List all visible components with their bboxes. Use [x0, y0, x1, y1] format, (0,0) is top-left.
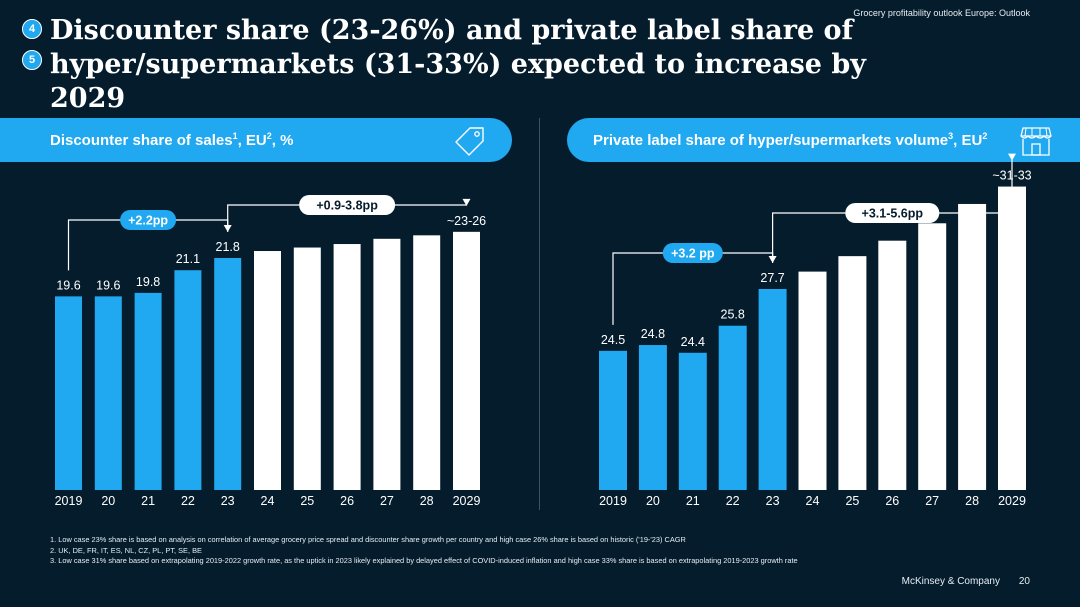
annotation-label-1: +3.1-5.6pp — [862, 207, 924, 221]
arrowhead-1 — [1008, 153, 1016, 161]
bar-22 — [718, 325, 747, 490]
bar-21 — [678, 352, 707, 490]
panel-header-private-label: Private label share of hyper/supermarket… — [567, 118, 1080, 162]
data-label-20: 19.6 — [96, 278, 120, 292]
x-tick-26: 26 — [885, 494, 899, 508]
x-tick-2019: 2019 — [599, 494, 627, 508]
panel-header-discounter: Discounter share of sales1, EU2, % — [0, 118, 512, 162]
bar-25 — [838, 256, 867, 490]
panel-title-discounter: Discounter share of sales1, EU2, % — [50, 131, 294, 149]
panel-divider — [539, 118, 540, 510]
bar-27 — [918, 223, 947, 490]
annotation-label-1: +0.9-3.8pp — [316, 199, 378, 213]
bracket-0 — [612, 252, 774, 325]
data-label-20: 24.8 — [641, 327, 665, 341]
data-label-21: 19.8 — [136, 275, 160, 289]
data-label-2019: 24.5 — [601, 333, 625, 347]
bar-23 — [214, 258, 242, 490]
annotation-pill-1 — [299, 195, 396, 215]
bar-23 — [758, 289, 787, 490]
bar-25 — [293, 247, 321, 490]
x-tick-25: 25 — [300, 494, 314, 508]
x-tick-21: 21 — [141, 494, 155, 508]
x-tick-20: 20 — [101, 494, 115, 508]
x-tick-24: 24 — [261, 494, 275, 508]
x-tick-28: 28 — [420, 494, 434, 508]
page-title: Discounter share (23-26%) and private la… — [50, 14, 950, 116]
bar-20 — [94, 296, 122, 490]
data-label-2019: 19.6 — [56, 278, 80, 292]
x-tick-25: 25 — [845, 494, 859, 508]
bar-26 — [878, 240, 907, 490]
arrowhead-1 — [462, 198, 471, 206]
bar-2019 — [599, 350, 627, 490]
bar-28 — [958, 203, 987, 490]
bar-22 — [174, 270, 202, 490]
badge-5: 5 — [22, 50, 42, 70]
x-tick-22: 22 — [726, 494, 740, 508]
x-tick-21: 21 — [686, 494, 700, 508]
footnote-2: 2. UK, DE, FR, IT, ES, NL, CZ, PL, PT, S… — [50, 545, 202, 555]
annotation-pill-1 — [845, 203, 940, 223]
page-title-line-2: hyper/supermarkets (31-33%) expected to … — [50, 49, 866, 114]
x-tick-20: 20 — [646, 494, 660, 508]
x-tick-2029: 2029 — [453, 494, 481, 508]
bar-21 — [134, 292, 162, 490]
bar-20 — [638, 345, 667, 490]
panel-title-private-label: Private label share of hyper/supermarket… — [593, 131, 988, 149]
annotation-pill-0 — [120, 210, 177, 230]
x-tick-27: 27 — [380, 494, 394, 508]
x-tick-28: 28 — [965, 494, 979, 508]
annotation-pill-0 — [662, 243, 723, 263]
store-icon — [1020, 127, 1052, 156]
price-tag-icon — [455, 127, 484, 156]
data-label-2029: ~23-26 — [447, 214, 486, 228]
bar-2029 — [453, 231, 480, 490]
page-title-line-1: Discounter share (23-26%) and private la… — [50, 15, 854, 46]
bar-26 — [333, 244, 361, 490]
footnote-1: 1. Low case 23% share is based on analys… — [50, 535, 686, 544]
chart-discounter-share: 19.6 2019 19.6 20 19.8 21 21.1 22 21.8 23 24 25 26 27… — [55, 195, 486, 508]
x-tick-23: 23 — [766, 494, 780, 508]
badge-4: 4 — [22, 19, 42, 39]
data-label-22: 21.1 — [176, 252, 200, 266]
brand-name: McKinsey & Company — [901, 576, 1000, 587]
footnote-3: 3. Low case 31% share based on extrapola… — [50, 556, 798, 565]
bar-27 — [373, 238, 401, 490]
x-tick-2029: 2029 — [998, 494, 1026, 508]
x-tick-2019: 2019 — [55, 494, 83, 508]
x-tick-26: 26 — [340, 494, 354, 508]
footnotes: 1. Low case 23% share is based on analys… — [50, 535, 798, 567]
page-number: 20 — [1018, 576, 1030, 587]
x-tick-27: 27 — [925, 494, 939, 508]
chart-private-label-share: 24.5 2019 24.8 20 24.4 21 25.8 22 27.7 23 24 25 26 27… — [599, 153, 1032, 508]
bar-2029 — [998, 186, 1026, 490]
data-label-21: 24.4 — [681, 335, 705, 349]
data-label-22: 25.8 — [721, 308, 745, 322]
bar-2019 — [55, 296, 82, 490]
annotation-label-0: +3.2 pp — [671, 247, 715, 261]
x-tick-23: 23 — [221, 494, 235, 508]
top-note: Grocery profitability outlook Europe: Ou… — [853, 8, 1030, 18]
annotation-label-0: +2.2pp — [128, 214, 168, 228]
data-label-23: 27.7 — [760, 271, 784, 285]
x-tick-24: 24 — [806, 494, 820, 508]
bar-24 — [798, 271, 827, 490]
bar-28 — [413, 235, 441, 490]
data-label-23: 21.8 — [216, 240, 240, 254]
bar-24 — [254, 251, 281, 490]
x-tick-22: 22 — [181, 494, 195, 508]
